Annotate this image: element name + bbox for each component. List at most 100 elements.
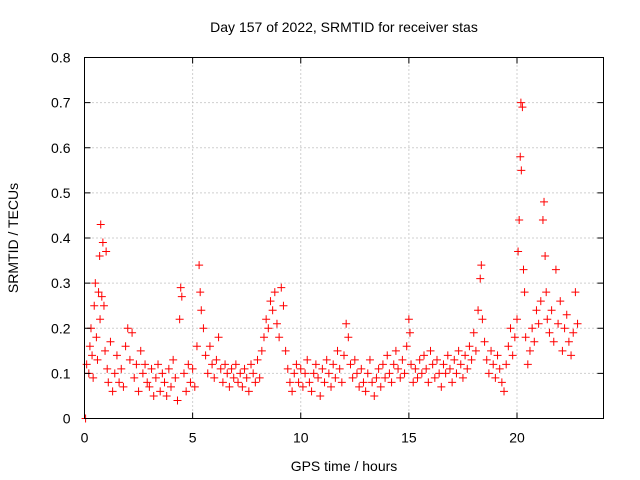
data-point — [268, 306, 277, 315]
data-point — [283, 364, 292, 373]
data-point — [484, 369, 493, 378]
data-point — [521, 333, 530, 342]
data-point — [176, 283, 185, 292]
data-point — [134, 387, 143, 396]
data-point — [549, 337, 558, 346]
data-point — [205, 342, 214, 351]
data-point — [98, 238, 107, 247]
data-point — [500, 387, 509, 396]
data-point — [151, 373, 160, 382]
data-point — [422, 364, 431, 373]
data-point — [184, 360, 193, 369]
data-point — [469, 328, 478, 337]
data-point — [97, 292, 106, 301]
data-point — [385, 369, 394, 378]
data-point — [303, 355, 312, 364]
data-point — [173, 396, 182, 405]
data-point — [160, 378, 169, 387]
data-point — [255, 373, 264, 382]
data-point — [491, 373, 500, 382]
data-point — [298, 382, 307, 391]
data-point — [216, 364, 225, 373]
data-point — [567, 351, 576, 360]
data-point — [167, 382, 175, 391]
data-point — [508, 351, 517, 360]
data-point — [335, 364, 344, 373]
data-point — [532, 306, 541, 315]
data-point — [517, 166, 526, 175]
data-point — [188, 364, 197, 373]
data-point — [493, 351, 502, 360]
x-tick-label: 15 — [401, 430, 417, 446]
data-point — [253, 355, 262, 364]
data-point — [487, 346, 496, 355]
data-point — [145, 382, 154, 391]
data-point — [147, 364, 156, 373]
data-point — [489, 360, 498, 369]
data-point — [402, 342, 411, 351]
x-axis-label: GPS time / hours — [291, 458, 398, 474]
data-point — [368, 378, 377, 387]
data-point — [545, 328, 554, 337]
data-point — [108, 387, 117, 396]
data-point — [430, 373, 439, 382]
data-point — [149, 391, 158, 400]
data-point — [340, 351, 348, 360]
data-point — [154, 360, 163, 369]
data-point — [562, 310, 571, 319]
data-point — [320, 378, 329, 387]
data-point — [115, 378, 124, 387]
data-point — [119, 382, 128, 391]
data-point — [128, 328, 137, 337]
data-point — [428, 360, 437, 369]
data-point — [564, 337, 573, 346]
y-tick-label: 0.5 — [51, 185, 71, 201]
data-point — [164, 364, 173, 373]
data-point — [208, 360, 217, 369]
x-tick-label: 0 — [81, 430, 89, 446]
data-point — [218, 378, 227, 387]
data-point — [350, 355, 359, 364]
data-point — [463, 364, 472, 373]
data-point — [465, 342, 474, 351]
data-point — [381, 373, 390, 382]
data-point — [229, 373, 238, 382]
data-point — [110, 369, 119, 378]
data-point — [476, 274, 485, 283]
data-point — [448, 378, 457, 387]
data-point — [513, 315, 521, 324]
x-tick-label: 5 — [189, 430, 197, 446]
data-point — [441, 369, 450, 378]
data-point — [301, 369, 310, 378]
data-point — [259, 333, 268, 342]
data-point — [169, 355, 178, 364]
data-point — [534, 319, 543, 328]
data-point — [333, 346, 342, 355]
data-point — [186, 378, 195, 387]
data-point — [471, 346, 480, 355]
data-point — [344, 333, 353, 342]
data-point — [404, 315, 413, 324]
data-point — [530, 337, 539, 346]
data-point — [212, 355, 221, 364]
data-point — [231, 360, 240, 369]
data-point — [478, 315, 487, 324]
y-tick-label: 0.4 — [51, 230, 71, 246]
data-point — [558, 346, 567, 355]
data-point — [515, 215, 524, 224]
data-point — [329, 360, 338, 369]
data-point — [510, 333, 519, 342]
data-point — [234, 378, 243, 387]
data-point — [158, 369, 167, 378]
data-point — [275, 333, 284, 342]
data-point — [443, 351, 452, 360]
data-point — [324, 369, 333, 378]
data-point — [244, 387, 253, 396]
data-point — [374, 364, 383, 373]
data-point — [203, 369, 212, 378]
data-point — [536, 297, 545, 306]
y-tick-label: 0.7 — [51, 95, 71, 111]
y-tick-label: 0.6 — [51, 140, 71, 156]
data-point — [322, 355, 331, 364]
data-point — [523, 360, 532, 369]
